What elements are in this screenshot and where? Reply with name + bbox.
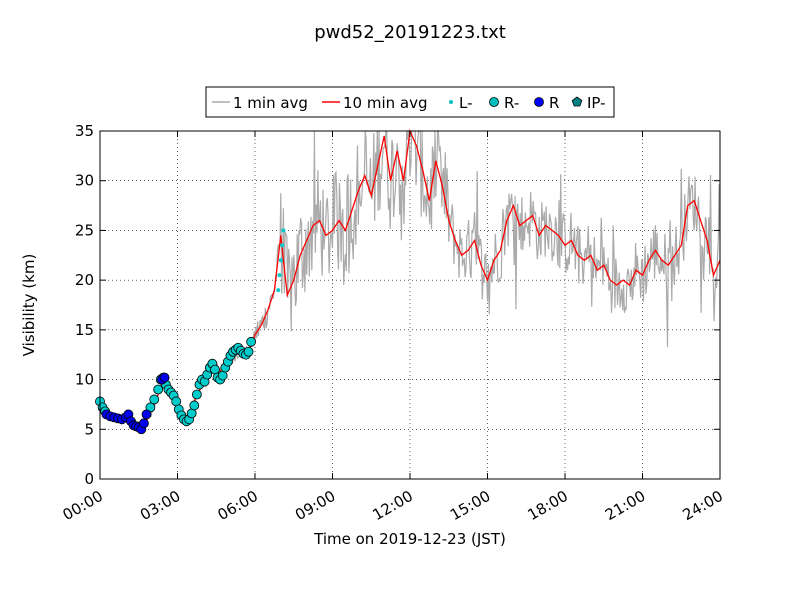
legend-swatch: [449, 100, 453, 104]
marker-light-rain: [153, 384, 164, 395]
y-tick-label: 5: [84, 420, 94, 438]
legend-label: IP-: [587, 94, 606, 112]
chart-title: pwd52_20191223.txt: [314, 22, 506, 43]
y-tick-label: 35: [75, 122, 94, 140]
marker-light-rain: [149, 394, 160, 405]
y-axis-label: Visibility (km): [20, 254, 38, 357]
y-tick-label: 20: [75, 271, 94, 289]
marker-rain: [159, 372, 170, 383]
marker-light-rain: [246, 336, 257, 347]
y-tick-label: 10: [75, 371, 94, 389]
marker-rain: [139, 418, 149, 429]
legend-label: R-: [504, 94, 519, 112]
y-tick-label: 0: [84, 470, 94, 488]
legend-box: [205, 86, 615, 118]
marker-light-drizzle: [280, 243, 285, 248]
marker-light-rain: [191, 389, 202, 400]
legend-label: 10 min avg: [343, 94, 428, 112]
y-tick-label: 30: [75, 172, 94, 190]
x-axis-label: Time on 2019-12-23 (JST): [313, 530, 506, 548]
marker-light-drizzle: [281, 228, 286, 233]
legend-swatch: [489, 97, 499, 107]
legend-label: R: [549, 94, 559, 112]
weather-markers: [95, 228, 286, 435]
y-tick-label: 15: [75, 321, 94, 339]
legend-label: L-: [459, 94, 473, 112]
legend-swatch: [534, 97, 544, 107]
marker-light-drizzle: [276, 288, 281, 293]
legend-swatch: [571, 96, 583, 107]
marker-light-drizzle: [278, 258, 283, 263]
marker-light-rain: [189, 400, 200, 411]
marker-light-rain: [243, 346, 254, 357]
marker-light-drizzle: [277, 273, 282, 278]
y-tick-label: 25: [75, 221, 94, 239]
legend: 1 min avg 10 min avg L- R- R IP-: [205, 86, 615, 118]
marker-rain: [141, 409, 152, 420]
legend-label: 1 min avg: [233, 94, 308, 112]
